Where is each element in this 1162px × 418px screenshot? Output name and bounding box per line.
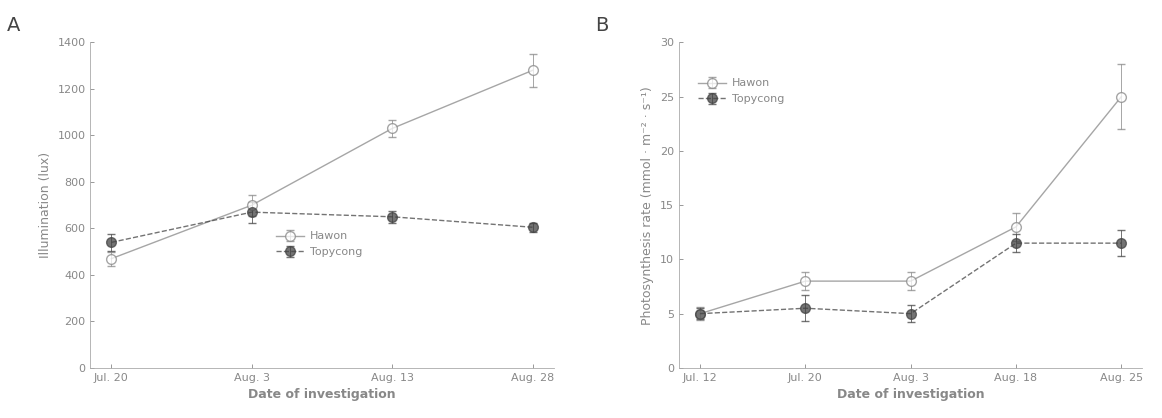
X-axis label: Date of investigation: Date of investigation (837, 388, 984, 401)
Text: A: A (7, 16, 20, 36)
Legend: Hawon, Topycong: Hawon, Topycong (694, 74, 789, 108)
Y-axis label: Illumination (lux): Illumination (lux) (38, 152, 52, 258)
X-axis label: Date of investigation: Date of investigation (249, 388, 396, 401)
Y-axis label: Photosynthesis rate (mmol · m⁻² · s⁻¹): Photosynthesis rate (mmol · m⁻² · s⁻¹) (641, 86, 654, 324)
Text: B: B (596, 16, 609, 36)
Legend: Hawon, Topycong: Hawon, Topycong (272, 227, 366, 261)
